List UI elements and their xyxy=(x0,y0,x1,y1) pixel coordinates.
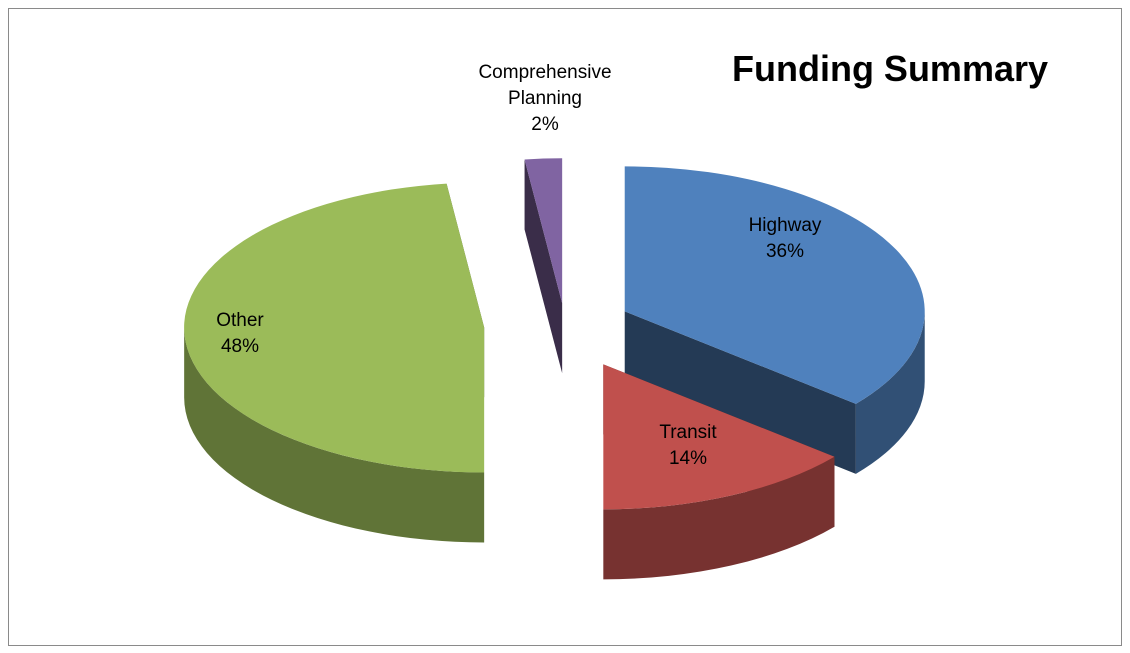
data-label-category: Transit xyxy=(659,422,717,443)
slice xyxy=(524,158,563,374)
slice xyxy=(184,183,485,543)
slice-outer-wall xyxy=(603,456,835,580)
data-label: Highway 36% xyxy=(725,213,845,265)
data-label-value: 14% xyxy=(668,448,708,469)
slice xyxy=(603,364,835,580)
slice-side-face xyxy=(624,311,856,474)
slice-top xyxy=(524,158,563,304)
data-label-value: 2% xyxy=(531,114,559,135)
slice-top xyxy=(624,166,925,404)
data-label-value: 48% xyxy=(220,336,260,357)
data-label-category: Highway xyxy=(748,215,822,236)
data-label-value: 36% xyxy=(765,241,805,262)
slice-top xyxy=(603,364,835,510)
slice-top xyxy=(184,183,485,473)
slice-outer-wall xyxy=(855,311,925,474)
data-label-category: Comprehensive Planning xyxy=(478,62,612,109)
slice-side-face xyxy=(524,159,563,374)
slice xyxy=(624,166,925,474)
data-label-category: Other xyxy=(216,310,264,331)
chart-title: Funding Summary xyxy=(731,48,1049,89)
data-label: Comprehensive Planning 2% xyxy=(445,60,645,138)
data-label: Other 48% xyxy=(200,308,280,360)
slice-outer-wall xyxy=(184,327,485,543)
data-label: Transit 14% xyxy=(628,420,748,472)
